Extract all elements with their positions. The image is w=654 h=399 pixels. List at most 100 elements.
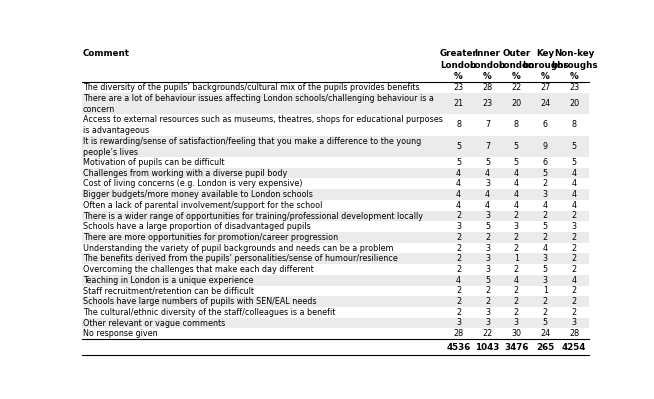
Text: 2: 2 xyxy=(572,297,577,306)
Text: 28: 28 xyxy=(569,329,579,338)
Bar xyxy=(82,157,589,168)
Text: 20: 20 xyxy=(569,99,579,108)
Text: 4: 4 xyxy=(514,201,519,210)
Text: Non-key
boroughs
%: Non-key boroughs % xyxy=(551,49,598,81)
Text: 4: 4 xyxy=(572,190,577,199)
Bar xyxy=(82,136,589,157)
Text: 2: 2 xyxy=(456,233,461,242)
Text: 2: 2 xyxy=(514,286,519,295)
Text: Challenges from working with a diverse pupil body: Challenges from working with a diverse p… xyxy=(83,169,287,178)
Text: There are a lot of behaviour issues affecting London schools/challenging behavio: There are a lot of behaviour issues affe… xyxy=(83,94,434,114)
Bar xyxy=(82,178,589,189)
Text: 5: 5 xyxy=(572,158,577,167)
Text: 2: 2 xyxy=(543,308,548,317)
Bar xyxy=(82,114,589,136)
Text: Staff recruitment/retention can be difficult: Staff recruitment/retention can be diffi… xyxy=(83,286,254,295)
Text: 4: 4 xyxy=(456,190,461,199)
Text: 265: 265 xyxy=(536,343,555,352)
Text: 4: 4 xyxy=(456,169,461,178)
Text: 4: 4 xyxy=(514,179,519,188)
Text: 4: 4 xyxy=(572,201,577,210)
Text: 2: 2 xyxy=(514,265,519,274)
Text: Overcoming the challenges that make each day different: Overcoming the challenges that make each… xyxy=(83,265,313,274)
Text: 3: 3 xyxy=(485,308,490,317)
Text: 4: 4 xyxy=(572,179,577,188)
Text: No response given: No response given xyxy=(83,329,158,338)
Text: 3: 3 xyxy=(456,318,461,328)
Bar xyxy=(82,221,589,232)
Text: 2: 2 xyxy=(485,233,490,242)
Text: 5: 5 xyxy=(543,222,548,231)
Text: Schools have large numbers of pupils with SEN/EAL needs: Schools have large numbers of pupils wit… xyxy=(83,297,317,306)
Text: 3: 3 xyxy=(514,318,519,328)
Bar xyxy=(82,296,589,307)
Text: 3: 3 xyxy=(514,222,519,231)
Text: 20: 20 xyxy=(511,99,521,108)
Text: 5: 5 xyxy=(485,222,490,231)
Text: 3: 3 xyxy=(485,211,490,220)
Text: 1043: 1043 xyxy=(475,343,500,352)
Text: 4: 4 xyxy=(543,201,548,210)
Bar xyxy=(82,307,589,318)
Text: 4: 4 xyxy=(456,179,461,188)
Text: Inner
London
%: Inner London % xyxy=(470,49,506,81)
Text: 3: 3 xyxy=(572,222,577,231)
Text: 2: 2 xyxy=(514,297,519,306)
Text: 4: 4 xyxy=(543,243,548,253)
Text: 4: 4 xyxy=(456,201,461,210)
Text: It is rewarding/sense of satisfaction/feeling that you make a difference to the : It is rewarding/sense of satisfaction/fe… xyxy=(83,136,421,157)
Text: 4: 4 xyxy=(485,190,490,199)
Text: 9: 9 xyxy=(543,142,548,151)
Text: 3476: 3476 xyxy=(504,343,528,352)
Text: 3: 3 xyxy=(485,318,490,328)
Text: 3: 3 xyxy=(543,190,548,199)
Text: 2: 2 xyxy=(572,254,577,263)
Text: 2: 2 xyxy=(514,243,519,253)
Text: 2: 2 xyxy=(572,265,577,274)
Text: 28: 28 xyxy=(453,329,464,338)
Text: 3: 3 xyxy=(543,254,548,263)
Text: 4254: 4254 xyxy=(562,343,587,352)
Bar xyxy=(82,189,589,200)
Text: 27: 27 xyxy=(540,83,551,92)
Text: 23: 23 xyxy=(453,83,464,92)
Text: 1: 1 xyxy=(543,286,548,295)
Text: 21: 21 xyxy=(453,99,464,108)
Text: 5: 5 xyxy=(485,276,490,284)
Text: Understanding the variety of pupil backgrounds and needs can be a problem: Understanding the variety of pupil backg… xyxy=(83,244,393,253)
Text: 5: 5 xyxy=(543,265,548,274)
Bar xyxy=(82,264,589,275)
Text: 5: 5 xyxy=(456,142,461,151)
Text: 2: 2 xyxy=(456,286,461,295)
Text: 22: 22 xyxy=(483,329,492,338)
Text: Access to external resources such as museums, theatres, shops for educational pu: Access to external resources such as mus… xyxy=(83,115,443,135)
Bar xyxy=(82,211,589,221)
Text: 23: 23 xyxy=(569,83,579,92)
Text: 3: 3 xyxy=(456,222,461,231)
Text: 5: 5 xyxy=(572,142,577,151)
Text: 2: 2 xyxy=(456,265,461,274)
Text: 4: 4 xyxy=(485,201,490,210)
Text: 4: 4 xyxy=(514,190,519,199)
Text: The benefits derived from the pupils’ personalities/sense of humour/resilience: The benefits derived from the pupils’ pe… xyxy=(83,254,398,263)
Text: 2: 2 xyxy=(543,297,548,306)
Text: 2: 2 xyxy=(543,179,548,188)
Text: 3: 3 xyxy=(485,179,490,188)
Text: 2: 2 xyxy=(572,286,577,295)
Bar xyxy=(82,48,589,82)
Text: 4: 4 xyxy=(572,169,577,178)
Text: 3: 3 xyxy=(485,254,490,263)
Text: Outer
London
%: Outer London % xyxy=(498,49,534,81)
Text: 2: 2 xyxy=(485,286,490,295)
Text: 6: 6 xyxy=(543,120,548,129)
Text: 3: 3 xyxy=(485,243,490,253)
Text: 5: 5 xyxy=(514,158,519,167)
Text: 5: 5 xyxy=(543,318,548,328)
Text: 2: 2 xyxy=(572,308,577,317)
Text: 5: 5 xyxy=(514,142,519,151)
Bar xyxy=(82,328,589,339)
Text: 2: 2 xyxy=(543,211,548,220)
Text: 2: 2 xyxy=(456,243,461,253)
Text: Other relevant or vague comments: Other relevant or vague comments xyxy=(83,318,225,328)
Bar xyxy=(82,286,589,296)
